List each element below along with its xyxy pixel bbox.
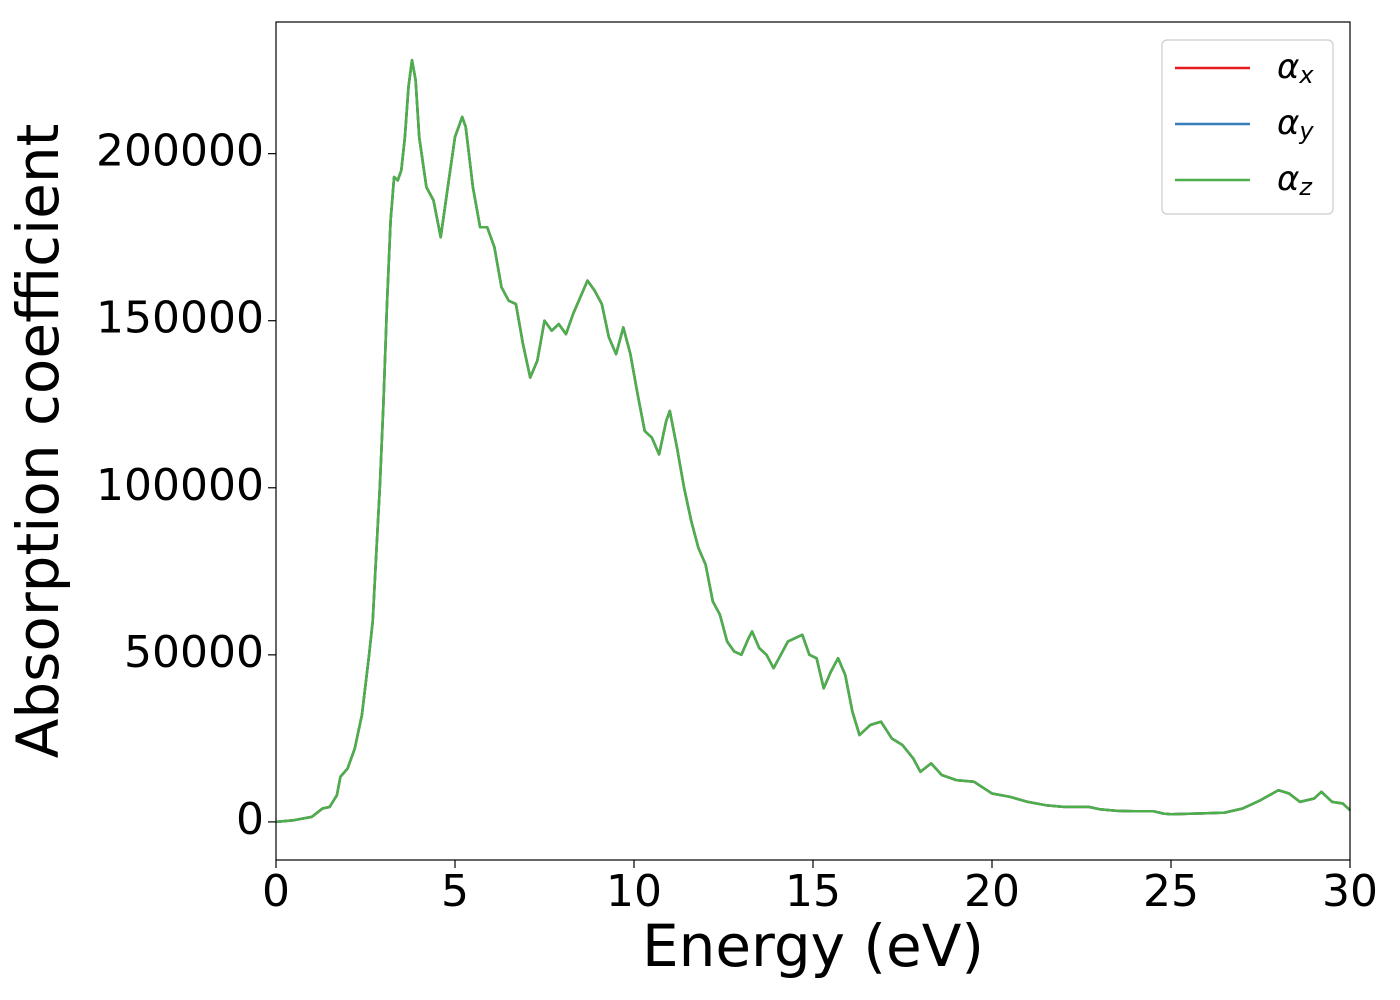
y-tick-label: 200000 xyxy=(96,126,264,177)
x-tick-label: 10 xyxy=(606,866,662,917)
y-tick-label: 0 xyxy=(236,794,264,845)
x-tick-label: 20 xyxy=(964,866,1020,917)
y-tick-label: 100000 xyxy=(96,460,264,511)
plot-frame xyxy=(275,21,1351,861)
x-tick-label: 5 xyxy=(441,866,469,917)
legend-label: αz xyxy=(1277,159,1313,202)
y-axis-label: Absorption coefficient xyxy=(4,124,72,759)
y-tick-label: 150000 xyxy=(96,293,264,344)
x-tick-label: 0 xyxy=(262,866,290,917)
legend-label: αy xyxy=(1277,103,1314,146)
x-tick-label: 30 xyxy=(1322,866,1378,917)
series-line xyxy=(275,58,1351,824)
legend-box xyxy=(1161,39,1334,215)
x-axis-label: Energy (eV) xyxy=(642,912,984,980)
x-tick-label: 25 xyxy=(1143,866,1199,917)
legend-label: αx xyxy=(1277,47,1314,90)
y-tick-label: 50000 xyxy=(124,627,264,678)
x-tick-label: 15 xyxy=(785,866,841,917)
